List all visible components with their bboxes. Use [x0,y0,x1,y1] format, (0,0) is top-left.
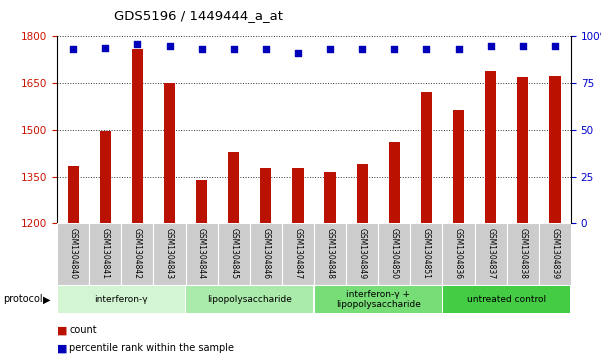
Text: count: count [69,325,97,335]
Bar [164,83,175,223]
Text: GSM1304851: GSM1304851 [422,228,431,279]
Point [293,50,303,56]
Point [389,46,399,52]
Bar [410,223,442,285]
Point [133,41,142,47]
Bar [315,286,442,313]
Bar [67,166,79,223]
Bar [389,142,400,223]
Bar [153,223,186,285]
Bar [475,223,507,285]
Text: GDS5196 / 1449444_a_at: GDS5196 / 1449444_a_at [114,9,283,22]
Point [550,43,560,49]
Bar [517,77,528,223]
Bar [282,223,314,285]
Bar [218,223,250,285]
Text: interferon-γ: interferon-γ [94,295,148,304]
Bar [57,223,89,285]
Text: GSM1304844: GSM1304844 [197,228,206,279]
Text: lipopolysaccharide: lipopolysaccharide [207,295,292,304]
Bar [453,110,464,223]
Point [486,43,495,49]
Bar [421,93,432,223]
Text: GSM1304845: GSM1304845 [229,228,238,279]
Bar [485,70,496,223]
Point [454,46,463,52]
Text: GSM1304848: GSM1304848 [326,228,335,279]
Text: ▶: ▶ [43,294,50,305]
Text: GSM1304840: GSM1304840 [69,228,78,279]
Bar [228,152,239,223]
Text: interferon-γ +
lipopolysaccharide: interferon-γ + lipopolysaccharide [336,290,421,309]
Bar [507,223,539,285]
Bar [539,223,571,285]
Bar [260,168,272,223]
Text: percentile rank within the sample: percentile rank within the sample [69,343,234,354]
Bar [89,223,121,285]
Point [197,46,206,52]
Point [518,43,528,49]
Bar [325,172,336,223]
Bar [549,76,561,223]
Text: GSM1304839: GSM1304839 [551,228,560,279]
Text: GSM1304843: GSM1304843 [165,228,174,279]
Text: protocol: protocol [3,294,43,305]
Point [422,46,432,52]
Text: ■: ■ [57,325,67,335]
Point [165,43,174,49]
Text: GSM1304837: GSM1304837 [486,228,495,279]
Bar [356,164,368,223]
Point [325,46,335,52]
Point [100,45,110,50]
Bar [121,223,153,285]
Point [358,46,367,52]
Point [229,46,239,52]
Text: GSM1304842: GSM1304842 [133,228,142,279]
Bar [186,223,218,285]
Bar [58,286,185,313]
Text: GSM1304850: GSM1304850 [390,228,399,279]
Bar [378,223,410,285]
Bar [196,180,207,223]
Bar [443,286,570,313]
Bar [186,286,313,313]
Bar [250,223,282,285]
Text: ■: ■ [57,343,67,354]
Text: GSM1304847: GSM1304847 [293,228,302,279]
Text: GSM1304846: GSM1304846 [261,228,270,279]
Bar [314,223,346,285]
Point [261,46,270,52]
Bar [346,223,378,285]
Bar [442,223,475,285]
Bar [132,49,143,223]
Text: untreated control: untreated control [467,295,546,304]
Text: GSM1304841: GSM1304841 [101,228,110,279]
Point [69,46,78,52]
Text: GSM1304836: GSM1304836 [454,228,463,279]
Bar [292,168,304,223]
Bar [100,131,111,223]
Text: GSM1304838: GSM1304838 [518,228,527,279]
Text: GSM1304849: GSM1304849 [358,228,367,279]
